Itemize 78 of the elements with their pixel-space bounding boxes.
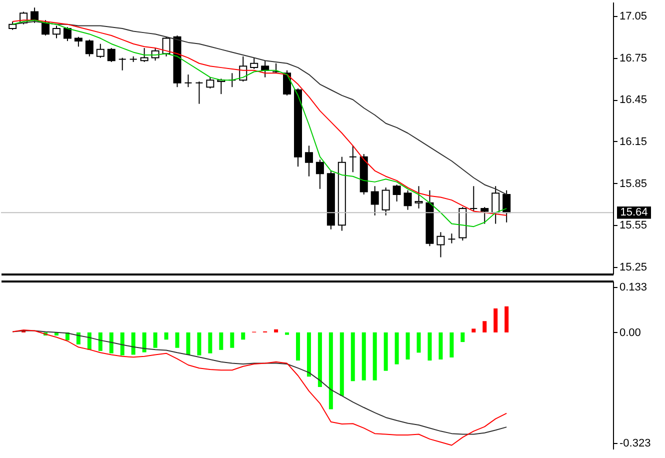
candlestick (250, 57, 258, 70)
y-tick-label: 16.45 (620, 94, 648, 106)
bar (142, 332, 146, 352)
candlestick (96, 43, 104, 58)
bar (372, 332, 377, 380)
candlestick (382, 187, 390, 216)
y-tick-label: 15.55 (620, 220, 648, 232)
bar (306, 332, 311, 377)
candlestick (74, 36, 82, 48)
candlestick (316, 159, 324, 190)
candlestick (470, 186, 478, 212)
candlestick (436, 232, 445, 258)
bar (450, 332, 454, 358)
y-tick-label: -0.323 (620, 438, 651, 450)
bar (416, 332, 421, 353)
bar (175, 332, 180, 348)
bar (98, 332, 102, 351)
candlestick (261, 60, 270, 78)
candlestick (492, 186, 500, 224)
bar (109, 332, 114, 354)
candlestick (272, 62, 280, 74)
candlestick (85, 39, 94, 57)
candlestick (502, 190, 511, 223)
candlestick (206, 76, 214, 89)
candlestick (414, 186, 423, 209)
y-tick-label: 15.25 (620, 262, 648, 274)
bar (285, 332, 290, 335)
bar (472, 328, 476, 332)
bar (406, 332, 410, 360)
bar (241, 332, 246, 340)
bar (164, 332, 168, 340)
bar (394, 332, 399, 364)
candlestick (140, 48, 148, 62)
bar (230, 332, 234, 348)
candlestick (448, 233, 456, 244)
bar (428, 332, 432, 361)
y-tick-label: 17.05 (620, 10, 648, 22)
bar (362, 332, 366, 380)
bar (186, 332, 190, 355)
candlestick (63, 26, 72, 42)
bar (438, 332, 443, 360)
candlestick (404, 190, 412, 210)
bar (76, 332, 80, 344)
y-tick-label: 15.85 (620, 178, 648, 190)
bar (274, 329, 278, 332)
bar (153, 332, 158, 348)
bar (350, 332, 355, 382)
bar (318, 332, 322, 387)
ref-line-label: 15.64 (620, 206, 648, 219)
bar (384, 332, 388, 371)
y-tick-label: 0.00 (620, 326, 641, 339)
bar (208, 332, 212, 354)
bar (328, 332, 333, 410)
candlestick (392, 184, 401, 202)
y-tick-label: 0.133 (620, 281, 648, 294)
candlestick (370, 186, 379, 216)
bar (504, 306, 509, 332)
candlestick (184, 74, 192, 88)
y-tick-label: 16.15 (620, 136, 648, 148)
bar (340, 332, 344, 396)
bar (482, 321, 487, 332)
bar (296, 332, 300, 361)
candlestick (480, 206, 489, 224)
candlestick (52, 25, 60, 39)
bar (131, 332, 136, 355)
candlestick (348, 145, 357, 173)
bar (460, 332, 465, 342)
candlestick (195, 81, 204, 104)
bar (197, 332, 202, 356)
candlestick (118, 57, 126, 71)
candlestick (107, 48, 116, 62)
candlestick (283, 70, 292, 96)
y-tick-label: 16.75 (620, 52, 648, 64)
bar (120, 332, 124, 356)
bar (219, 332, 224, 350)
bar (494, 308, 498, 332)
candlestick (304, 145, 313, 177)
candlestick (42, 20, 50, 36)
